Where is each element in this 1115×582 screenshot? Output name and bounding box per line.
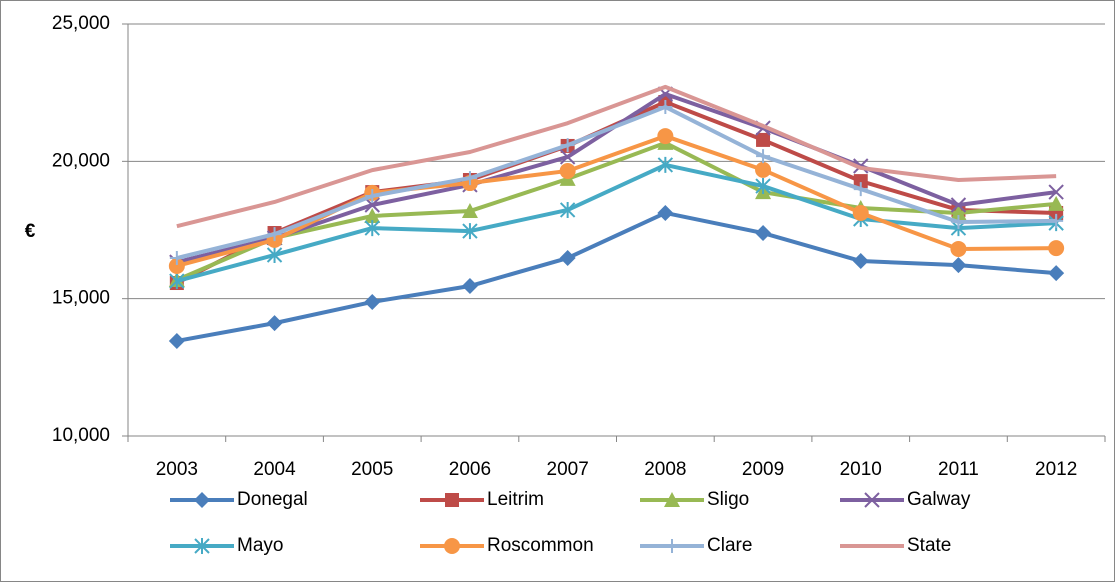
x-tick-label: 2012 bbox=[1035, 459, 1077, 480]
marker bbox=[445, 493, 459, 507]
marker bbox=[364, 293, 381, 310]
marker bbox=[951, 215, 966, 230]
marker bbox=[853, 174, 868, 189]
series-line bbox=[176, 162, 1057, 284]
marker bbox=[853, 182, 868, 197]
legend-label: Galway bbox=[907, 489, 971, 510]
marker bbox=[664, 492, 680, 507]
x-tick-label: 2010 bbox=[840, 459, 882, 480]
marker bbox=[852, 204, 869, 221]
marker bbox=[559, 162, 576, 179]
marker bbox=[657, 156, 674, 173]
x-tick-label: 2006 bbox=[449, 459, 491, 480]
marker bbox=[462, 171, 477, 186]
series-line bbox=[176, 210, 1057, 343]
marker bbox=[266, 315, 283, 332]
marker bbox=[1048, 265, 1065, 282]
legend-label: State bbox=[907, 535, 951, 556]
marker bbox=[852, 253, 869, 270]
marker bbox=[559, 201, 576, 218]
x-tick-label: 2005 bbox=[351, 459, 393, 480]
marker bbox=[364, 197, 380, 213]
marker bbox=[364, 220, 380, 237]
marker bbox=[665, 539, 679, 553]
marker bbox=[657, 128, 674, 145]
marker bbox=[267, 227, 282, 242]
marker bbox=[560, 138, 575, 153]
marker bbox=[950, 240, 967, 257]
marker bbox=[462, 223, 478, 240]
marker bbox=[168, 257, 185, 274]
marker bbox=[755, 161, 772, 178]
x-tick-label: 2007 bbox=[547, 459, 589, 480]
legend-label: Sligo bbox=[707, 489, 749, 510]
y-axis-label: € bbox=[25, 221, 36, 242]
x-tick-label: 2009 bbox=[742, 459, 784, 480]
marker bbox=[1048, 240, 1065, 257]
x-tick-label: 2004 bbox=[253, 459, 296, 480]
marker bbox=[1049, 213, 1064, 228]
marker bbox=[950, 257, 967, 274]
marker bbox=[444, 538, 460, 554]
marker bbox=[755, 225, 772, 242]
marker bbox=[657, 204, 674, 221]
y-tick-label: 10,000 bbox=[52, 425, 110, 446]
legend-label: Leitrim bbox=[487, 489, 544, 510]
y-tick-label: 25,000 bbox=[52, 13, 110, 34]
marker bbox=[559, 149, 576, 165]
marker bbox=[194, 538, 210, 554]
marker bbox=[1048, 195, 1065, 211]
marker bbox=[266, 246, 283, 263]
series-line bbox=[176, 104, 1057, 260]
y-tick-label: 15,000 bbox=[52, 288, 110, 309]
x-tick-label: 2003 bbox=[156, 459, 198, 480]
y-tick-label: 20,000 bbox=[52, 150, 110, 171]
marker bbox=[950, 197, 967, 213]
marker bbox=[1048, 184, 1064, 200]
series-line bbox=[176, 140, 1057, 282]
marker bbox=[169, 251, 184, 266]
series-line bbox=[176, 84, 1057, 229]
marker bbox=[461, 278, 478, 295]
marker bbox=[756, 149, 771, 164]
marker bbox=[559, 250, 576, 267]
x-tick-label: 2008 bbox=[644, 459, 686, 480]
marker bbox=[756, 132, 771, 147]
marker bbox=[364, 207, 381, 223]
marker bbox=[950, 204, 967, 220]
legend-label: Mayo bbox=[237, 535, 283, 556]
legend-label: Clare bbox=[707, 535, 752, 556]
marker bbox=[461, 203, 478, 219]
legend-label: Donegal bbox=[237, 489, 308, 510]
marker bbox=[755, 178, 771, 195]
marker bbox=[169, 273, 185, 290]
marker bbox=[168, 332, 185, 349]
marker bbox=[194, 492, 210, 508]
marker bbox=[864, 492, 880, 508]
marker bbox=[365, 188, 380, 203]
marker bbox=[658, 99, 673, 114]
legend-label: Roscommon bbox=[487, 535, 594, 556]
x-tick-label: 2011 bbox=[938, 459, 979, 480]
